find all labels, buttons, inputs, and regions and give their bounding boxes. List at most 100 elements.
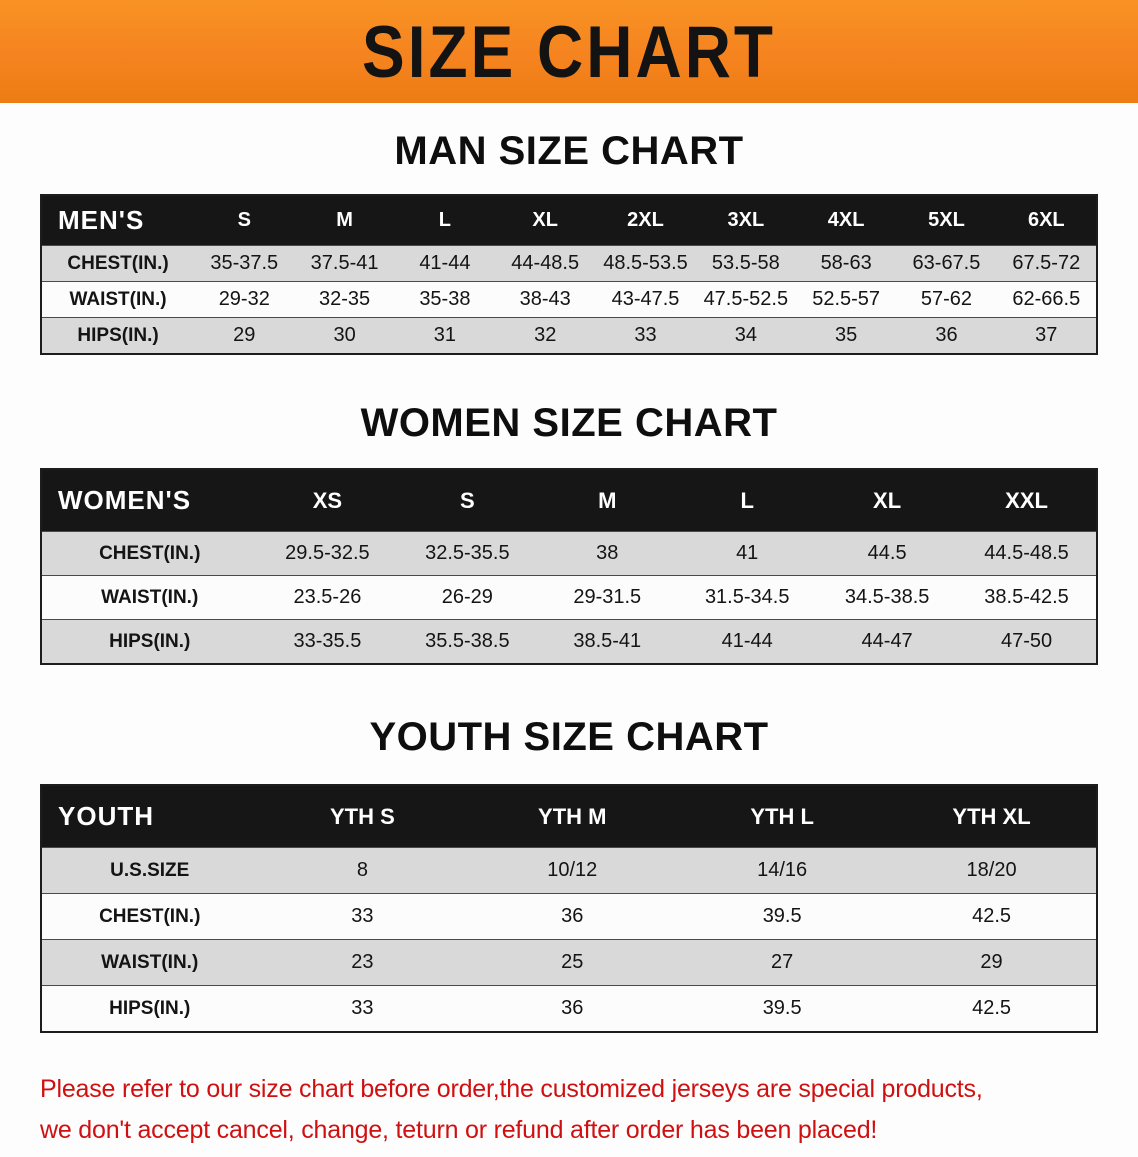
- size-value-cell: 29.5-32.5: [257, 531, 398, 576]
- page-title: SIZE CHART: [362, 10, 776, 93]
- size-value-cell: 34.5-38.5: [817, 575, 958, 620]
- size-value-cell: 29: [194, 317, 295, 354]
- size-value-cell: 43-47.5: [595, 281, 696, 318]
- size-value-cell: 25: [467, 939, 678, 986]
- size-value-cell: 32-35: [294, 281, 395, 318]
- men-size-table: MEN'S S M L XL 2XL 3XL 4XL 5XL 6XL CHEST(IN.) 35-37…: [40, 194, 1098, 355]
- size-value-cell: 53.5-58: [695, 245, 796, 282]
- size-value-cell: 30: [294, 317, 395, 354]
- size-value-cell: 35: [795, 317, 897, 354]
- size-value-cell: 29-31.5: [537, 575, 678, 620]
- top-banner: SIZE CHART: [0, 0, 1138, 103]
- size-value-cell: 38-43: [495, 281, 596, 318]
- table-corner-label: MEN'S: [41, 195, 195, 246]
- size-value-cell: 35-38: [394, 281, 496, 318]
- size-value-cell: 58-63: [795, 245, 897, 282]
- size-value-cell: 18/20: [887, 847, 1097, 894]
- size-column-header: YTH XL: [887, 785, 1097, 848]
- size-column-header: 6XL: [996, 195, 1097, 246]
- size-column-header: YTH L: [677, 785, 888, 848]
- size-value-cell: 33: [595, 317, 696, 354]
- measurement-row: U.S.SIZE 8 10/12 14/16 18/20: [41, 847, 1097, 894]
- measurement-row-label: CHEST(IN.): [41, 531, 258, 576]
- size-value-cell: 33: [257, 985, 468, 1032]
- measurement-row: WAIST(IN.) 23 25 27 29: [41, 939, 1097, 986]
- size-column-header: M: [294, 195, 395, 246]
- measurement-row: CHEST(IN.) 29.5-32.5 32.5-35.5 38 41 44.5 44.5…: [41, 531, 1097, 576]
- measurement-row-label: HIPS(IN.): [41, 317, 195, 354]
- size-column-header: 4XL: [795, 195, 897, 246]
- men-size-section: MAN SIZE CHART MEN'S S M L XL 2XL 3XL 4XL 5XL 6XL…: [0, 129, 1138, 355]
- size-value-cell: 62-66.5: [996, 281, 1097, 318]
- size-value-cell: 39.5: [677, 893, 888, 940]
- measurement-row-label: CHEST(IN.): [41, 893, 258, 940]
- table-header-row: MEN'S S M L XL 2XL 3XL 4XL 5XL 6XL: [41, 195, 1097, 246]
- table-corner-label: YOUTH: [41, 785, 258, 848]
- women-size-table: WOMEN'S XS S M L XL XXL CHEST(IN.) 29.5-32.5 32.5…: [40, 468, 1098, 665]
- table-corner-label: WOMEN'S: [41, 469, 258, 532]
- size-value-cell: 31: [394, 317, 496, 354]
- youth-size-section: YOUTH SIZE CHART YOUTH YTH S YTH M YTH L YTH…: [0, 715, 1138, 1033]
- size-value-cell: 41-44: [677, 619, 818, 664]
- size-value-cell: 44-47: [817, 619, 958, 664]
- size-value-cell: 32.5-35.5: [397, 531, 538, 576]
- measurement-row: CHEST(IN.) 33 36 39.5 42.5: [41, 893, 1097, 940]
- size-value-cell: 36: [467, 893, 678, 940]
- size-column-header: XL: [817, 469, 958, 532]
- size-value-cell: 29-32: [194, 281, 295, 318]
- measurement-row-label: WAIST(IN.): [41, 281, 195, 318]
- size-value-cell: 63-67.5: [896, 245, 997, 282]
- size-column-header: S: [397, 469, 538, 532]
- size-column-header: XS: [257, 469, 398, 532]
- size-value-cell: 38: [537, 531, 678, 576]
- size-value-cell: 39.5: [677, 985, 888, 1032]
- size-value-cell: 33-35.5: [257, 619, 398, 664]
- size-column-header: S: [194, 195, 295, 246]
- size-value-cell: 44-48.5: [495, 245, 596, 282]
- size-value-cell: 35-37.5: [194, 245, 295, 282]
- size-value-cell: 34: [695, 317, 796, 354]
- size-value-cell: 32: [495, 317, 596, 354]
- size-value-cell: 31.5-34.5: [677, 575, 818, 620]
- size-value-cell: 14/16: [677, 847, 888, 894]
- youth-size-table: YOUTH YTH S YTH M YTH L YTH XL U.S.SIZE 8 10/12…: [40, 784, 1098, 1033]
- size-value-cell: 47-50: [957, 619, 1097, 664]
- measurement-row: WAIST(IN.) 29-32 32-35 35-38 38-43 43-47.5 47.…: [41, 281, 1097, 318]
- size-column-header: L: [677, 469, 818, 532]
- size-column-header: 3XL: [695, 195, 796, 246]
- size-value-cell: 38.5-41: [537, 619, 678, 664]
- measurement-row-label: U.S.SIZE: [41, 847, 258, 894]
- measurement-row: HIPS(IN.) 29 30 31 32 33 34 35 36 37: [41, 317, 1097, 354]
- size-column-header: L: [394, 195, 496, 246]
- size-value-cell: 35.5-38.5: [397, 619, 538, 664]
- size-value-cell: 23.5-26: [257, 575, 398, 620]
- size-value-cell: 10/12: [467, 847, 678, 894]
- size-value-cell: 29: [887, 939, 1097, 986]
- measurement-row-label: WAIST(IN.): [41, 575, 258, 620]
- size-value-cell: 42.5: [887, 985, 1097, 1032]
- measurement-row-label: WAIST(IN.): [41, 939, 258, 986]
- size-value-cell: 37: [996, 317, 1097, 354]
- size-value-cell: 36: [467, 985, 678, 1032]
- size-value-cell: 37.5-41: [294, 245, 395, 282]
- size-value-cell: 36: [896, 317, 997, 354]
- note-line-1: Please refer to our size chart before or…: [40, 1075, 983, 1103]
- size-value-cell: 38.5-42.5: [957, 575, 1097, 620]
- size-value-cell: 26-29: [397, 575, 538, 620]
- measurement-row-label: HIPS(IN.): [41, 619, 258, 664]
- size-value-cell: 44.5-48.5: [957, 531, 1097, 576]
- measurement-row: HIPS(IN.) 33-35.5 35.5-38.5 38.5-41 41-44 44-…: [41, 619, 1097, 664]
- table-header-row: WOMEN'S XS S M L XL XXL: [41, 469, 1097, 532]
- size-column-header: 2XL: [595, 195, 696, 246]
- size-column-header: XL: [495, 195, 596, 246]
- size-column-header: M: [537, 469, 678, 532]
- size-column-header: XXL: [957, 469, 1097, 532]
- women-size-section: WOMEN SIZE CHART WOMEN'S XS S M L XL XXL CHEST(…: [0, 401, 1138, 665]
- size-value-cell: 8: [257, 847, 468, 894]
- size-column-header: YTH S: [257, 785, 468, 848]
- measurement-row-label: HIPS(IN.): [41, 985, 258, 1032]
- note-line-2: we don't accept cancel, change, teturn o…: [40, 1116, 878, 1144]
- size-column-header: 5XL: [896, 195, 997, 246]
- measurement-row-label: CHEST(IN.): [41, 245, 195, 282]
